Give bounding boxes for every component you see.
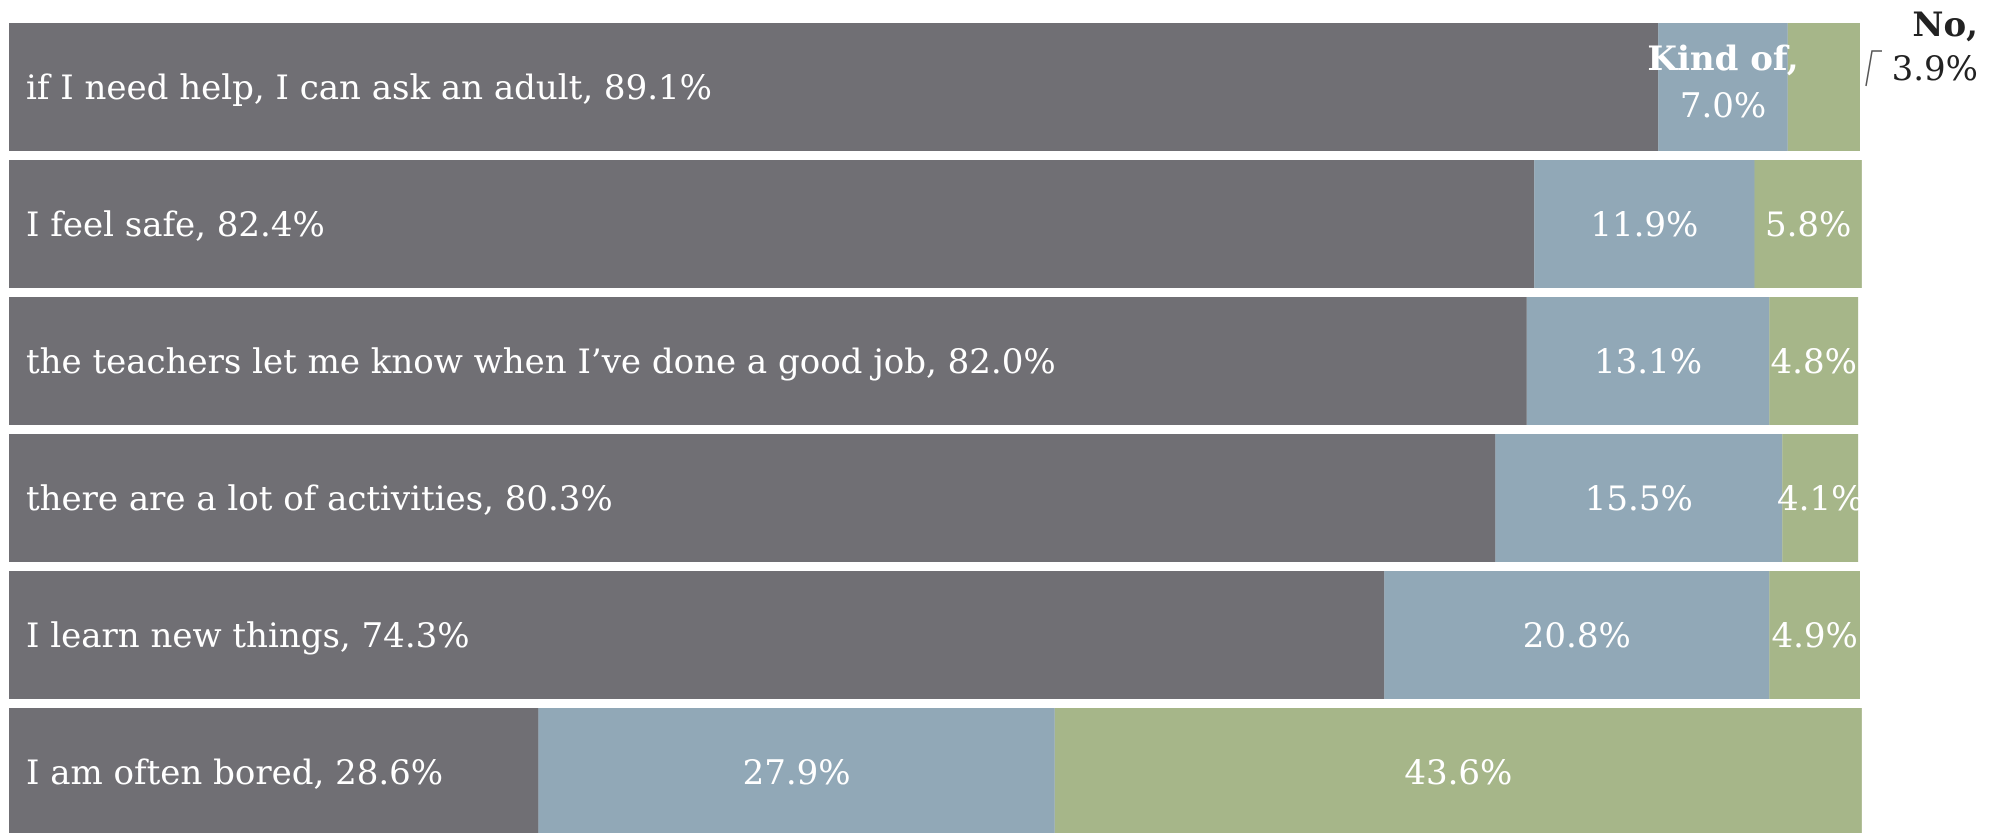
value-label-5-3: 4.9% [1771,616,1857,656]
value-label-5-2: 20.8% [1523,616,1631,656]
bar-segment-2-3 [1754,160,1862,288]
bar-segment-1-2 [1658,23,1788,151]
bar-segment-3-2 [1526,297,1770,425]
bar-segment-6-2 [538,708,1055,833]
value-label-3-3: 4.8% [1771,342,1857,382]
bar-segment-3-3 [1769,297,1859,425]
category-label-3: the teachers let me know when I’ve done … [26,342,1056,382]
bar-segment-6-3 [1054,708,1862,833]
bar-segment-6-1 [9,708,539,833]
value-label-4-3: 4.1% [1777,479,1863,519]
value-label-2-3: 5.8% [1765,205,1851,245]
bar-segment-4-3 [1782,434,1859,562]
value-label-1-3: 3.9% [1892,49,1978,89]
value-label-4-2: 15.5% [1585,479,1693,519]
bar-segment-4-1 [9,434,1496,562]
bar-segment-4-2 [1495,434,1783,562]
bar-segment-1-1 [9,23,1659,151]
value-label-6-2: 27.9% [743,753,851,793]
bar-segment-2-2 [1534,160,1755,288]
value-label-3-2: 13.1% [1594,342,1702,382]
category-label-1: if I need help, I can ask an adult, 89.1… [26,68,712,108]
category-label-5: I learn new things, 74.3% [26,616,470,656]
value-label-1-2: 7.0% [1680,86,1766,126]
bar-segment-2-1 [9,160,1535,288]
category-label-4: there are a lot of activities, 80.3% [26,479,613,519]
series-name-label-no: No, [1912,5,1978,45]
bar-segment-5-2 [1384,571,1770,699]
category-label-6: I am often bored, 28.6% [26,753,443,793]
value-label-6-3: 43.6% [1404,753,1512,793]
bar-segment-1-3 [1787,23,1860,151]
leader-line-no [1865,50,1882,87]
value-label-2-2: 11.9% [1590,205,1698,245]
bar-segment-5-3 [1769,571,1860,699]
series-name-label-kind-of: Kind of, [1647,39,1798,79]
bar-segment-3-1 [9,297,1527,425]
bar-segment-5-1 [9,571,1385,699]
category-label-2: I feel safe, 82.4% [26,205,325,245]
